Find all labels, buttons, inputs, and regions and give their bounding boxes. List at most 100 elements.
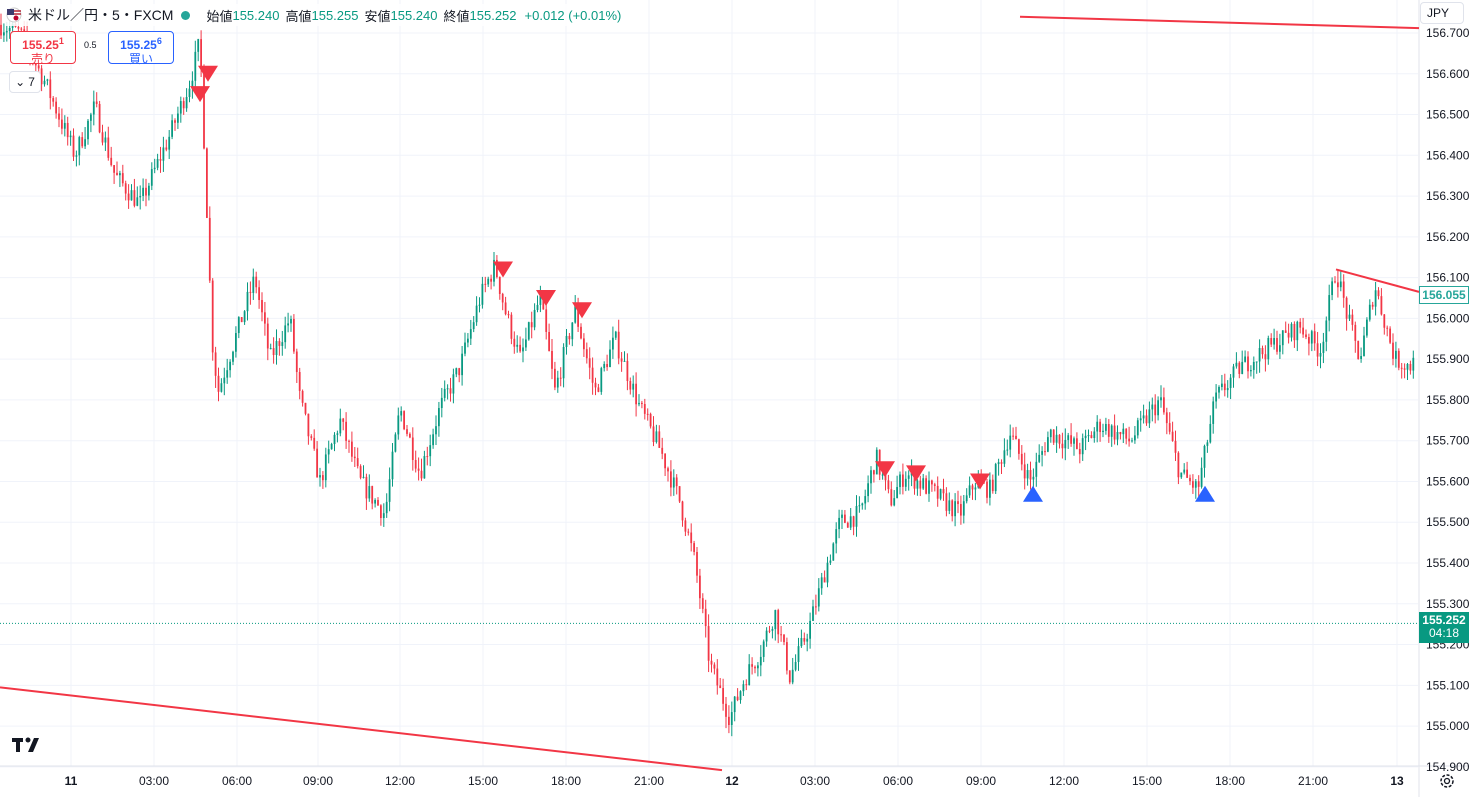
candle-body [232, 351, 234, 362]
candle [1267, 335, 1270, 365]
candle [675, 474, 678, 495]
candle-body [501, 293, 504, 303]
candle-body [1023, 464, 1026, 479]
candle-body [1276, 338, 1278, 352]
candle-body [336, 433, 339, 435]
candle-body [754, 666, 756, 669]
candle [1064, 428, 1067, 461]
candle-body [820, 577, 823, 589]
candle [49, 71, 52, 110]
candle [1180, 472, 1183, 479]
candle [861, 502, 864, 510]
candle-body [1409, 364, 1412, 371]
candle-body [472, 322, 475, 330]
candle-body [701, 598, 704, 609]
candle [1197, 475, 1200, 499]
candle [855, 495, 858, 537]
low-value: 155.240 [390, 7, 438, 23]
candle-body [774, 610, 777, 630]
gear-icon[interactable] [1438, 772, 1456, 790]
candle-body [208, 217, 211, 281]
candle-body [542, 294, 545, 310]
candle [1342, 274, 1345, 308]
candle-body [1029, 470, 1032, 480]
candle-body [1189, 477, 1191, 482]
candle [232, 350, 234, 366]
candle-body [1244, 356, 1246, 362]
buy-button[interactable]: 155.256 買い [108, 31, 174, 66]
candle [678, 486, 681, 503]
price-axis-label: 156.500 [1426, 108, 1469, 122]
candle [1073, 436, 1075, 456]
candle [1380, 288, 1383, 316]
low-label: 安値 [364, 8, 391, 24]
candle-body [417, 468, 420, 471]
candle-body [609, 349, 611, 368]
candle-body [203, 66, 205, 149]
symbol-legend: 米ドル／円・5・FXCM 始値 155.240 高値 155.255 安値 155.2… [6, 4, 622, 26]
tradingview-logo-icon[interactable] [12, 735, 46, 753]
candle-body [989, 479, 991, 498]
candle [484, 276, 487, 293]
candle [287, 312, 289, 333]
candle [1232, 363, 1235, 388]
candle [206, 147, 208, 219]
candle-body [162, 147, 165, 161]
sell-button[interactable]: 155.251 売り [10, 31, 76, 66]
candle [623, 351, 626, 362]
candle [237, 316, 240, 339]
candle [348, 439, 350, 453]
candle [530, 311, 533, 339]
candle [716, 659, 719, 695]
candle [1218, 385, 1220, 399]
currency-button[interactable]: JPY [1420, 2, 1464, 24]
candle-body [1105, 423, 1107, 431]
candle [815, 594, 817, 615]
candle-body [1345, 297, 1348, 319]
candle-body [597, 387, 600, 392]
candle [707, 614, 710, 673]
candle-body [58, 113, 60, 120]
candle [455, 367, 458, 378]
candle-body [264, 312, 266, 324]
candle-body [1255, 361, 1258, 363]
candle [1107, 419, 1110, 443]
candle [870, 466, 872, 494]
candle [432, 428, 434, 449]
candle-body [17, 26, 20, 29]
candle [1328, 284, 1331, 332]
candle-body [539, 294, 542, 305]
candle-body [1380, 296, 1383, 315]
candle [986, 478, 988, 504]
candle [516, 335, 519, 353]
candle-body [1087, 435, 1090, 437]
sell-signal-marker [906, 465, 926, 482]
candle-body [217, 375, 220, 392]
candle [327, 440, 330, 464]
candle-body [1113, 425, 1116, 440]
candle-body [458, 368, 461, 376]
candle-body [1142, 415, 1145, 419]
candle-body [1374, 290, 1377, 307]
candle [1252, 356, 1255, 379]
candle [649, 412, 652, 429]
candle-body [40, 68, 43, 85]
candle [1105, 417, 1107, 435]
candle [597, 383, 600, 393]
candle-body [1339, 281, 1342, 288]
candle [1264, 345, 1267, 372]
candle-body [281, 342, 284, 346]
candle [844, 510, 846, 524]
candle [1110, 424, 1113, 447]
candle [420, 458, 423, 481]
symbol-title[interactable]: 米ドル／円・5・FXCM [28, 7, 174, 23]
candle [788, 670, 791, 685]
indicators-toggle-button[interactable]: ⌄ 7 [9, 71, 41, 93]
candle [681, 500, 684, 527]
candle-body [948, 500, 951, 511]
candle [1270, 333, 1273, 348]
candle [884, 474, 887, 491]
candle-body [629, 381, 632, 390]
candle [426, 446, 429, 466]
